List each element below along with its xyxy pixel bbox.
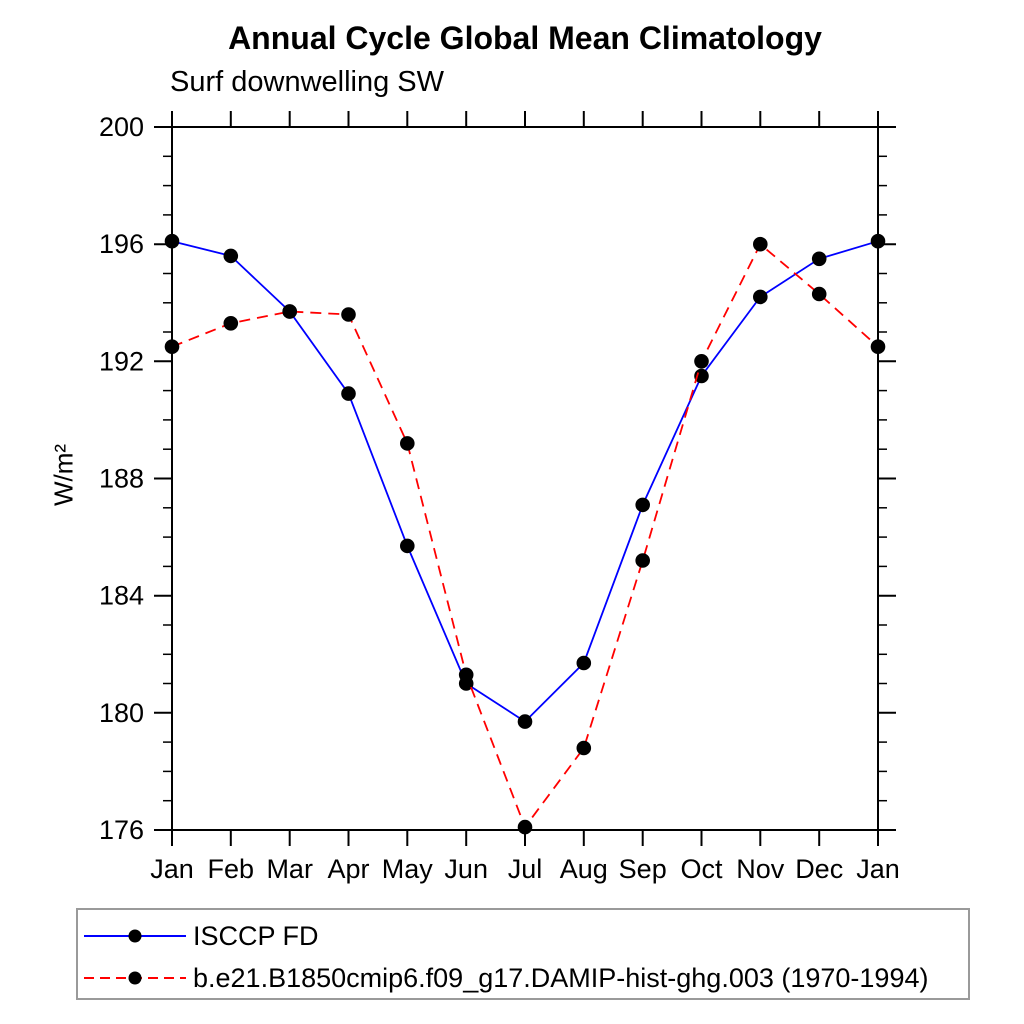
data-point-marker: [753, 289, 768, 305]
data-point-marker: [400, 538, 415, 554]
chart-subtitle: Surf downwelling SW: [170, 66, 444, 98]
x-tick-label: Jun: [444, 854, 488, 884]
data-point-marker: [458, 667, 474, 683]
series-isccp-fd: [164, 233, 886, 729]
y-tick-label: 200: [99, 112, 144, 142]
legend-key-solid-line-icon: [84, 929, 186, 943]
y-tick-label: 196: [99, 229, 144, 259]
x-tick-label: May: [382, 854, 434, 884]
x-tick-label: Jul: [508, 854, 543, 884]
legend-marker: [128, 929, 142, 943]
data-point-marker: [635, 497, 650, 513]
x-tick-label: Jan: [150, 854, 194, 884]
x-tick-label: Aug: [560, 854, 608, 884]
data-point-marker: [576, 740, 592, 756]
x-tick-label: Dec: [795, 854, 843, 884]
y-tick-label: 192: [99, 346, 144, 376]
data-point-marker: [694, 354, 709, 369]
legend-label: ISCCP FD: [193, 920, 319, 951]
series-line: [171, 242, 879, 829]
data-point-marker: [223, 316, 239, 331]
data-point-marker: [517, 714, 533, 729]
y-axis: 176 180 184 188 192 196 200: [99, 112, 896, 845]
data-point-marker: [870, 339, 886, 355]
data-point-marker: [164, 339, 180, 355]
x-tick-label: Nov: [736, 854, 785, 884]
data-point-marker: [753, 236, 768, 252]
legend-item: ISCCP FD: [82, 921, 319, 951]
legend-label: b.e21.B1850cmip6.f09_g17.DAMIP-hist-ghg.…: [193, 962, 929, 993]
legend-box: ISCCP FD b.e21.B1850cmip6.f09_g17.DAMIP-…: [76, 908, 970, 1000]
data-point-marker: [635, 553, 650, 568]
x-tick-label: Feb: [208, 854, 255, 884]
y-tick-label: 188: [99, 464, 144, 494]
data-point-marker: [164, 233, 180, 249]
legend-marker: [128, 971, 142, 985]
data-point-marker: [811, 251, 827, 267]
data-point-marker: [517, 819, 533, 835]
data-point-marker: [870, 233, 886, 249]
legend-item: b.e21.B1850cmip6.f09_g17.DAMIP-hist-ghg.…: [82, 963, 928, 993]
x-tick-label: Jan: [856, 854, 900, 884]
series-b-e21-b1850cmip6-f09-g17-damip-hist-ghg-: [164, 236, 886, 835]
data-point-marker: [341, 386, 356, 401]
x-tick-label: Apr: [327, 854, 369, 884]
data-point-marker: [341, 307, 356, 322]
data-point-marker: [811, 286, 827, 302]
data-point-marker: [694, 368, 709, 384]
data-point-marker: [400, 436, 415, 451]
y-tick-label: 176: [99, 815, 144, 845]
x-axis: Jan Feb Mar Apr May Jun Jul Aug Sep Oct Nov Dec Jan: [150, 111, 900, 884]
y-tick-label: 184: [99, 581, 144, 611]
data-point-marker: [576, 655, 592, 671]
data-point-marker: [223, 248, 239, 264]
x-tick-label: Sep: [619, 854, 667, 884]
x-tick-label: Oct: [680, 854, 723, 884]
data-point-marker: [282, 304, 298, 319]
chart-title: Annual Cycle Global Mean Climatology: [228, 20, 822, 56]
y-tick-label: 180: [99, 698, 144, 728]
x-tick-label: Mar: [266, 854, 313, 884]
legend-key-dashed-line-icon: [84, 971, 186, 985]
